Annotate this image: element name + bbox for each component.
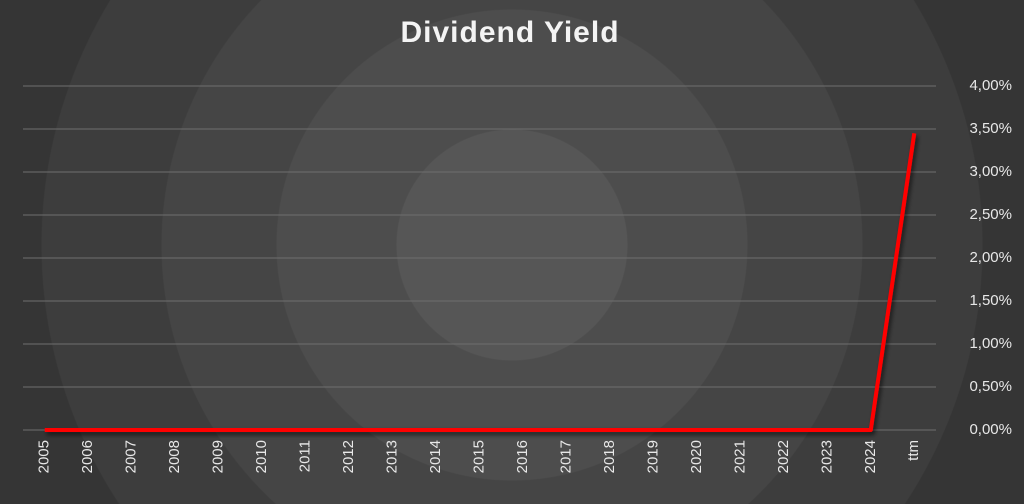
x-tick-label: 2009 [210, 440, 227, 473]
x-tick-label: 2017 [557, 440, 574, 473]
y-tick-label: 2,50% [969, 206, 1012, 223]
x-tick-label: 2006 [79, 440, 96, 473]
x-tick-label: 2022 [775, 440, 792, 473]
y-tick-label: 0,50% [969, 378, 1012, 395]
x-tick-label: 2024 [862, 440, 879, 473]
x-tick-label: 2015 [470, 440, 487, 473]
x-tick-label: 2014 [427, 440, 444, 473]
x-tick-label: 2005 [36, 440, 53, 473]
x-tick-label: 2016 [514, 440, 531, 473]
x-tick-label: 2013 [384, 440, 401, 473]
x-tick-label: 2007 [123, 440, 140, 473]
x-tick-label: 2019 [644, 440, 661, 473]
y-tick-label: 0,00% [969, 421, 1012, 438]
chart-title: Dividend Yield [400, 16, 619, 49]
line [44, 133, 917, 432]
x-tick-label: 2023 [818, 440, 835, 473]
y-tick-label: 2,00% [969, 249, 1012, 266]
x-tick-label: 2008 [166, 440, 183, 473]
x-tick-label: ttm [905, 440, 922, 461]
y-tick-label: 1,00% [969, 335, 1012, 352]
x-tick-label: 2021 [731, 440, 748, 473]
x-tick-label: 2010 [253, 440, 270, 473]
x-tick-label: 2018 [601, 440, 618, 473]
x-tick-label: 2020 [688, 440, 705, 473]
y-tick-label: 4,00% [969, 77, 1012, 94]
y-tick-label: 3,00% [969, 163, 1012, 180]
y-tick-label: 3,50% [969, 120, 1012, 137]
y-tick-label: 1,50% [969, 292, 1012, 309]
x-tick-label: 2012 [340, 440, 357, 473]
x-tick-label: 2011 [297, 440, 314, 472]
